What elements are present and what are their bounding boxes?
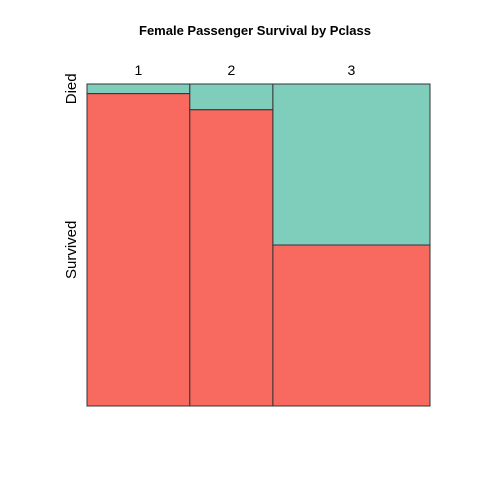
column-label-1: 1 xyxy=(135,62,143,78)
column-label-3: 3 xyxy=(348,62,356,78)
row-label-died: Died xyxy=(63,73,80,104)
cell-died-class-1 xyxy=(86,83,191,95)
column-label-2: 2 xyxy=(227,62,235,78)
cell-survived-class-1 xyxy=(86,93,191,407)
chart-title: Female Passenger Survival by Pclass xyxy=(139,23,371,38)
mosaic-cells xyxy=(86,83,431,407)
cell-died-class-2 xyxy=(189,83,274,111)
row-label-survived: Survived xyxy=(63,221,80,279)
cell-survived-class-3 xyxy=(272,244,431,407)
column-labels: 1 2 3 xyxy=(135,62,356,78)
row-labels: Died Survived xyxy=(63,73,80,279)
cell-died-class-3 xyxy=(272,83,431,246)
cell-survived-class-2 xyxy=(189,109,274,407)
